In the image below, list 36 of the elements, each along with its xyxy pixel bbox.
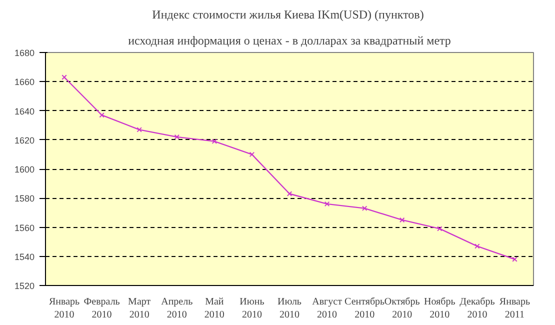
point [249, 152, 255, 158]
x-tick-label: Ноябрь 2010 [424, 296, 456, 321]
y-tick-label: 1660 [14, 77, 35, 88]
x-tick-label: Июнь 2010 [240, 296, 265, 321]
chart-subtitle: исходная информация о ценах - в долларах за квадратный метр [128, 34, 451, 48]
point [62, 74, 67, 80]
point [174, 134, 180, 140]
x-tick-label: Сентябрь 2010 [344, 296, 386, 321]
point [362, 206, 368, 211]
y-tick-label: 1680 [14, 48, 35, 58]
x-tick-label: Апрель 2010 [161, 296, 194, 321]
x-tick-label: Июль 2010 [278, 296, 302, 321]
y-tick-label: 1540 [14, 252, 35, 262]
y-tick-label: 1560 [14, 222, 35, 233]
chart-title: Индекс стоимости жилья Киева IKm(USD) (пунктов) [152, 8, 424, 22]
y-tick-label: 1600 [14, 164, 35, 174]
point [136, 127, 142, 132]
point [399, 217, 405, 223]
point [212, 138, 218, 144]
x-tick-label: Январь 2011 [499, 296, 530, 321]
point [99, 112, 104, 118]
x-tick-label: Март 2010 [128, 296, 152, 321]
x-tick-label: Октябрь 2010 [384, 296, 420, 321]
x-tick-label: Январь 2010 [48, 296, 80, 321]
point [286, 191, 292, 196]
point [437, 226, 442, 232]
x-tick-label: Декабрь 2010 [460, 296, 496, 321]
y-tick-label: 1580 [14, 194, 35, 204]
x-tick-label: Май 2010 [204, 296, 224, 321]
y-tick-label: 1520 [14, 281, 35, 291]
y-tick-label: 1640 [14, 106, 35, 116]
x-tick-label: Февраль 2010 [84, 296, 120, 321]
y-tick-label: 1620 [14, 135, 35, 146]
point [324, 201, 330, 207]
point [474, 244, 480, 249]
x-tick-label: Август 2010 [312, 296, 343, 321]
